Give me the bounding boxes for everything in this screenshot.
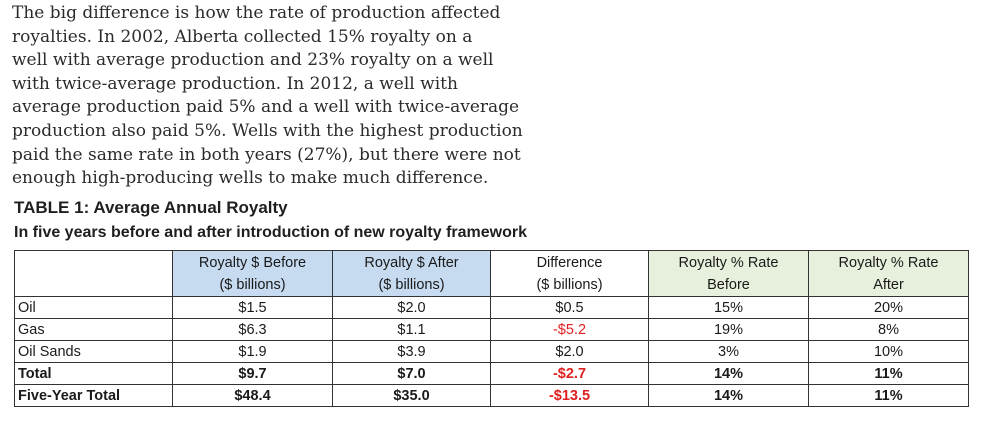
header-line: Royalty % Rate <box>838 254 939 271</box>
table-title: TABLE 1: Average Annual Royalty <box>14 198 288 217</box>
table-subtitle: In five years before and after introduct… <box>14 224 528 241</box>
cell-rate-after: 11% <box>808 362 969 385</box>
header-line: Royalty % Rate <box>678 254 779 271</box>
table-row: Gas $6.3 $1.1 -$5.2 19% 8% <box>14 318 969 341</box>
cell-royalty-after: $7.0 <box>332 362 491 385</box>
cell-rate-before: 3% <box>648 340 809 363</box>
paragraph-line: production also paid 5%. Wells with the … <box>12 120 523 141</box>
cell-rate-after: 20% <box>808 296 969 319</box>
header-line: Royalty $ After <box>364 254 459 271</box>
cell-royalty-after: $35.0 <box>332 384 491 407</box>
cell-royalty-before: $6.3 <box>172 318 333 341</box>
cell-difference: -$13.5 <box>490 384 649 407</box>
cell-royalty-before: $1.9 <box>172 340 333 363</box>
cell-difference: $2.0 <box>490 340 649 363</box>
cell-rate-after: 11% <box>808 384 969 407</box>
cell-difference: -$2.7 <box>490 362 649 385</box>
header-cell-empty <box>14 250 173 297</box>
header-cell-difference: Difference ($ billions) <box>490 250 649 297</box>
cell-rate-after: 8% <box>808 318 969 341</box>
table-row: Oil Sands $1.9 $3.9 $2.0 3% 10% <box>14 340 969 363</box>
row-label: Oil <box>14 296 173 319</box>
cell-royalty-after: $2.0 <box>332 296 491 319</box>
cell-royalty-after: $1.1 <box>332 318 491 341</box>
header-cell-royalty-after: Royalty $ After ($ billions) <box>332 250 491 297</box>
header-line: Difference <box>536 254 603 271</box>
royalty-table: Royalty $ Before ($ billions) Royalty $ … <box>14 250 969 407</box>
cell-rate-after: 10% <box>808 340 969 363</box>
header-cell-rate-after: Royalty % Rate After <box>808 250 969 297</box>
cell-royalty-after: $3.9 <box>332 340 491 363</box>
header-line: Before <box>707 276 750 293</box>
cell-rate-before: 19% <box>648 318 809 341</box>
paragraph-line: with twice-average production. In 2012, … <box>12 73 458 94</box>
cell-rate-before: 14% <box>648 384 809 407</box>
paragraph-line: royalties. In 2002, Alberta collected 15… <box>12 26 473 47</box>
cell-difference: -$5.2 <box>490 318 649 341</box>
table-header-row: Royalty $ Before ($ billions) Royalty $ … <box>14 250 969 297</box>
intro-paragraph: The big difference is how the rate of pr… <box>12 2 523 191</box>
header-line: ($ billions) <box>219 276 286 293</box>
header-line: After <box>873 276 904 293</box>
row-label: Total <box>14 362 173 385</box>
header-cell-rate-before: Royalty % Rate Before <box>648 250 809 297</box>
cell-royalty-before: $48.4 <box>172 384 333 407</box>
header-line: ($ billions) <box>536 276 603 293</box>
paragraph-line: average production paid 5% and a well wi… <box>12 97 520 118</box>
cell-rate-before: 15% <box>648 296 809 319</box>
row-label: Oil Sands <box>14 340 173 363</box>
cell-royalty-before: $1.5 <box>172 296 333 319</box>
cell-difference: $0.5 <box>490 296 649 319</box>
cell-royalty-before: $9.7 <box>172 362 333 385</box>
table-row-five-year-total: Five-Year Total $48.4 $35.0 -$13.5 14% 1… <box>14 384 969 407</box>
table-row-total: Total $9.7 $7.0 -$2.7 14% 11% <box>14 362 969 385</box>
row-label: Gas <box>14 318 173 341</box>
paragraph-line: The big difference is how the rate of pr… <box>12 3 501 23</box>
row-label: Five-Year Total <box>14 384 173 407</box>
cell-rate-before: 14% <box>648 362 809 385</box>
header-line: Royalty $ Before <box>198 254 307 271</box>
header-cell-royalty-before: Royalty $ Before ($ billions) <box>172 250 333 297</box>
table-row: Oil $1.5 $2.0 $0.5 15% 20% <box>14 296 969 319</box>
paragraph-line: paid the same rate in both years (27%), … <box>12 144 521 165</box>
paragraph-line: well with average production and 23% roy… <box>12 50 494 71</box>
header-line: ($ billions) <box>378 276 445 293</box>
paragraph-line: enough high-producing wells to make much… <box>12 168 489 189</box>
